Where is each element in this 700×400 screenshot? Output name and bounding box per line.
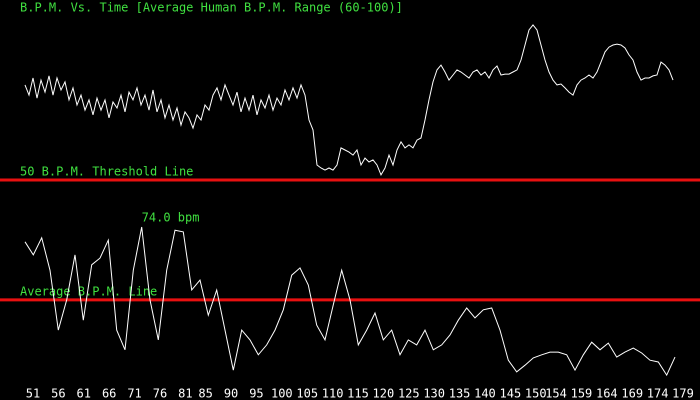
x-tick-label: 51 — [26, 387, 40, 400]
x-tick-label: 145 — [500, 387, 522, 400]
x-tick-label: 174 — [647, 387, 669, 400]
x-tick-label: 85 — [198, 387, 212, 400]
x-tick-label: 154 — [545, 387, 567, 400]
x-tick-label: 169 — [621, 387, 643, 400]
x-tick-label: 56 — [51, 387, 65, 400]
x-tick-label: 110 — [322, 387, 344, 400]
x-tick-label: 95 — [249, 387, 263, 400]
x-tick-label: 115 — [347, 387, 369, 400]
x-tick-label: 140 — [474, 387, 496, 400]
x-tick-label: 120 — [373, 387, 395, 400]
x-tick-label: 159 — [571, 387, 593, 400]
chart-title: B.P.M. Vs. Time [Average Human B.P.M. Ra… — [20, 1, 403, 15]
x-tick-label: 130 — [423, 387, 445, 400]
x-tick-label: 100 — [271, 387, 293, 400]
x-tick-label: 81 — [178, 387, 192, 400]
reference-line-label: 50 B.P.M. Threshold Line — [20, 165, 193, 179]
x-tick-label: 164 — [596, 387, 618, 400]
x-tick-label: 125 — [398, 387, 420, 400]
x-tick-label: 179 — [672, 387, 694, 400]
x-tick-label: 105 — [296, 387, 318, 400]
x-tick-label: 71 — [127, 387, 141, 400]
bpm-line — [24, 24, 674, 177]
x-tick-label: 135 — [449, 387, 471, 400]
x-tick-label: 76 — [153, 387, 167, 400]
x-tick-label: 150 — [525, 387, 547, 400]
x-tick-label: 90 — [224, 387, 238, 400]
reference-line-label: Average B.P.M. Line — [20, 284, 157, 298]
peak-label: 74.0 bpm — [142, 211, 200, 225]
x-tick-label: 61 — [77, 387, 91, 400]
bpm-line — [24, 226, 676, 377]
x-tick-label: 66 — [102, 387, 116, 400]
